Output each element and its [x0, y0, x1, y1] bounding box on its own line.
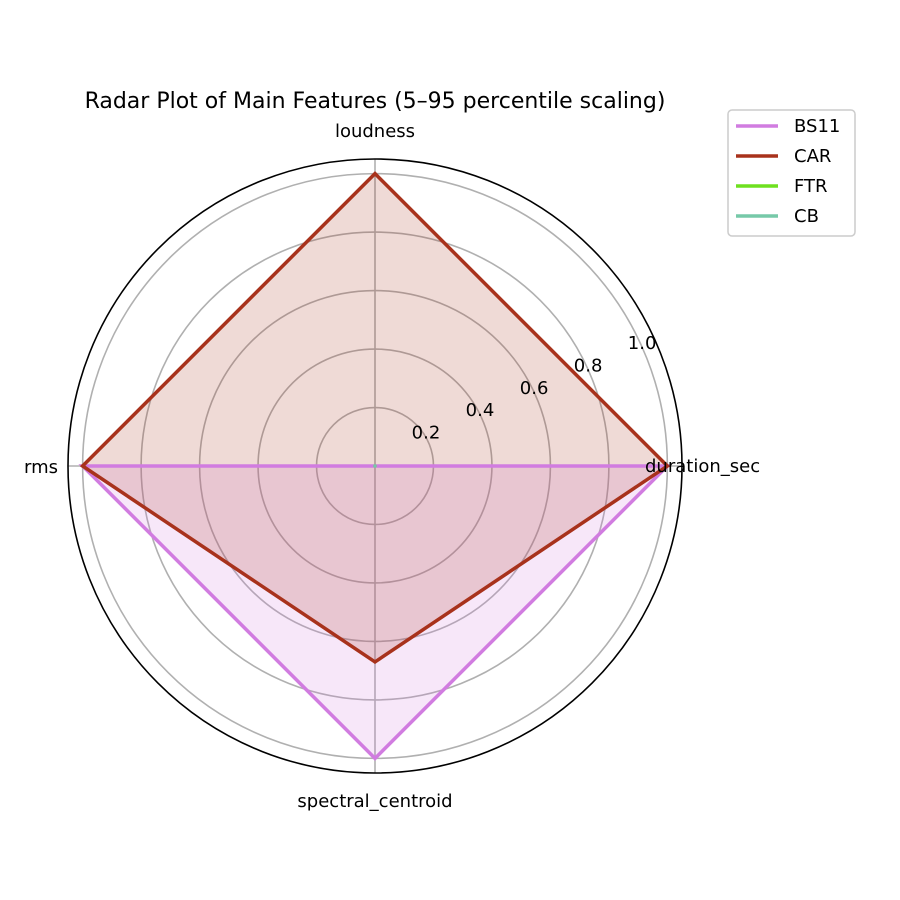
legend: BS11 CAR FTR CB — [727, 109, 856, 237]
radial-tick-label: 0.8 — [574, 356, 603, 377]
data-point-cb — [373, 464, 377, 468]
radial-tick-label: 0.6 — [520, 378, 549, 399]
legend-label-ftr: FTR — [794, 176, 828, 197]
axis-labels: duration_sec loudness rms spectral_centroid — [24, 121, 760, 812]
data-point-car — [81, 464, 85, 468]
radial-tick-label: 0.2 — [412, 423, 441, 444]
data-point-car — [373, 660, 377, 664]
series-fill-bs11 — [82, 466, 668, 759]
axis-label-rms: rms — [24, 457, 58, 478]
axis-label-duration-sec: duration_sec — [645, 456, 760, 477]
data-point-bs11 — [373, 756, 377, 760]
legend-label-car: CAR — [794, 146, 831, 167]
series-lines — [78, 171, 672, 761]
legend-label-bs11: BS11 — [794, 116, 840, 137]
radial-tick-labels: 0.2 0.4 0.6 0.8 1.0 — [412, 333, 657, 444]
data-point-car — [665, 464, 669, 468]
radial-tick-label: 1.0 — [628, 333, 657, 354]
series-fill-car — [82, 173, 668, 662]
chart-title: Radar Plot of Main Features (5–95 percen… — [85, 89, 666, 114]
legend-box — [727, 109, 856, 237]
legend-label-cb: CB — [794, 206, 819, 227]
axis-label-spectral-centroid: spectral_centroid — [297, 791, 452, 812]
series-fills — [82, 173, 668, 759]
data-point-car — [373, 172, 377, 176]
polar-frame — [67, 158, 683, 774]
axis-label-loudness: loudness — [335, 121, 415, 142]
radial-tick-label: 0.4 — [466, 400, 495, 421]
